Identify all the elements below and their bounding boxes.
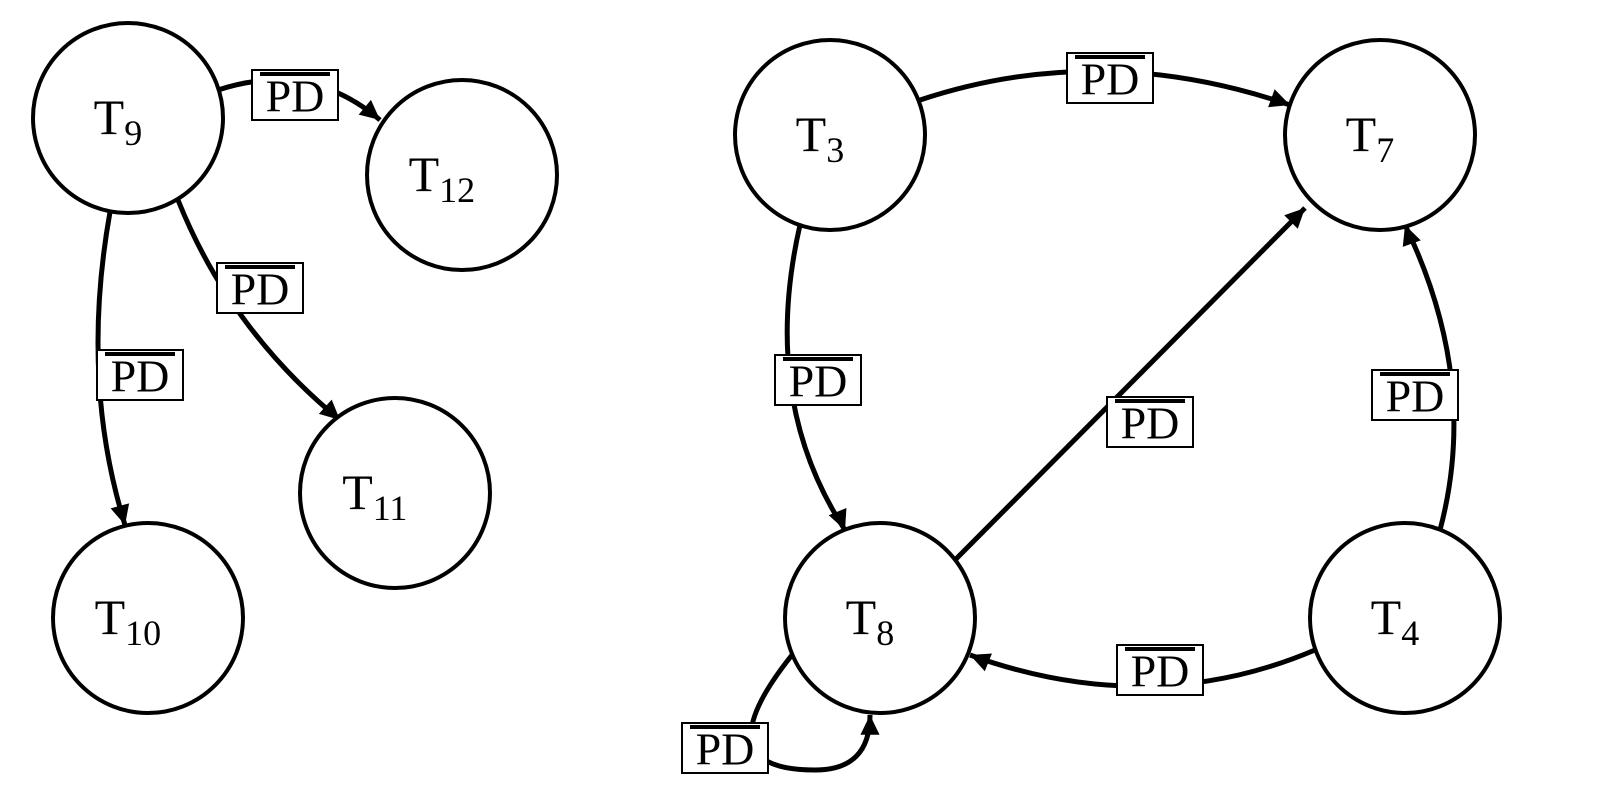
edge-T8-T7: PD (955, 208, 1305, 560)
arrow-head (359, 100, 380, 120)
edge-label-text: PD (1081, 54, 1140, 105)
edge-label-text: PD (1131, 646, 1190, 697)
edge-T9-T11: PD (178, 200, 340, 420)
node-T7: T7 (1285, 40, 1475, 230)
edge-label-text: PD (1121, 398, 1180, 449)
edge-T4-T8: PD (970, 645, 1315, 697)
nodes-group: T9 T12 T11 T10 T3 T7 T8 T4 (33, 23, 1500, 713)
arrow-head (860, 715, 879, 735)
edge-T9-T10: PD (97, 212, 183, 525)
node-T9: T9 (33, 23, 223, 213)
edge-T9-T12: PD (218, 70, 380, 122)
edge-T3-T8: PD (775, 225, 861, 530)
edge-label-text: PD (1386, 371, 1445, 422)
diagram-canvas: PD PD PD PD PD PD PD PD PD T9 T12 T11 T10 T3 T7 T8 T4 (0, 0, 1617, 805)
node-T10: T10 (53, 523, 243, 713)
edge-T4-T7: PD (1372, 225, 1458, 530)
node-T8: T8 (785, 523, 975, 713)
node-T11: T11 (300, 398, 490, 588)
edge-T3-T7: PD (920, 53, 1290, 107)
edge-label-text: PD (696, 724, 755, 775)
arrow-head (1268, 89, 1290, 107)
edge-label-text: PD (266, 71, 325, 122)
node-T3: T3 (735, 40, 925, 230)
node-T4: T4 (1310, 523, 1500, 713)
edge-label-text: PD (111, 351, 170, 402)
edge-label-text: PD (789, 356, 848, 407)
edge-path (955, 208, 1305, 560)
node-T12: T12 (367, 80, 557, 270)
edge-label-text: PD (231, 264, 290, 315)
